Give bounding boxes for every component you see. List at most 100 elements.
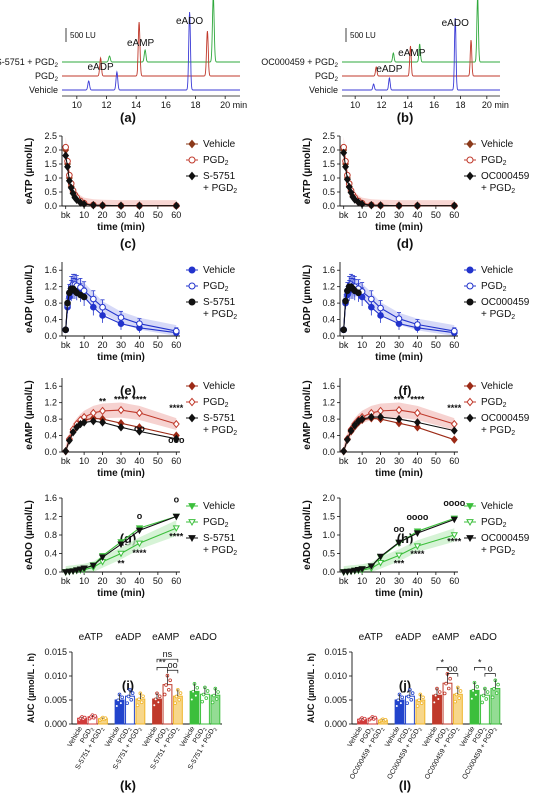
x-tick-label: 20 <box>98 340 108 350</box>
y-tick-label: 1.6 <box>322 381 335 391</box>
x-tick-label: bk <box>61 456 71 466</box>
group-label: eATP <box>79 632 104 643</box>
x-tick-label: 40 <box>412 340 422 350</box>
data-point <box>342 297 349 305</box>
legend-label: Vehicle <box>481 381 514 392</box>
subscript: 2 <box>100 727 107 733</box>
y-tick-label: 2.0 <box>44 145 57 155</box>
data-point <box>188 381 196 391</box>
scatter-point <box>103 716 108 720</box>
x-tick-label: 18 <box>455 100 465 110</box>
significance-bracket <box>167 669 179 674</box>
significance-label: **** <box>169 532 184 542</box>
data-point <box>450 532 458 539</box>
scatter-point <box>157 694 162 699</box>
data-point <box>80 418 88 427</box>
scale-bar-label: 500 LU <box>70 31 96 40</box>
subscript: 2 <box>138 727 145 733</box>
scatter-point <box>405 701 410 705</box>
data-point <box>340 326 347 334</box>
peak-label: eADP <box>376 64 402 75</box>
scatter-point <box>153 697 158 702</box>
data-point <box>395 405 403 415</box>
significance-bracket <box>447 673 459 677</box>
scatter-point <box>191 689 195 694</box>
scatter-point <box>141 694 145 699</box>
data-point <box>188 503 196 511</box>
significance-label: oo <box>168 660 178 670</box>
significance-label: **** <box>132 395 147 405</box>
subscript: 2 <box>225 160 229 167</box>
x-tick-label: 30 <box>116 456 126 466</box>
significance-label: o <box>488 664 493 674</box>
scatter-point <box>457 696 461 700</box>
y-tick-label: 0.0 <box>322 447 335 457</box>
x-tick-label: bk <box>61 210 71 220</box>
y-tick-label: 0.010 <box>44 671 67 681</box>
panel-label: (f) <box>399 383 412 398</box>
data-point <box>367 412 375 422</box>
scatter-point <box>480 700 485 705</box>
data-point <box>466 139 474 149</box>
y-tick-label: 2.5 <box>322 131 335 141</box>
y-tick-label: 0.000 <box>44 719 67 729</box>
scatter-point <box>494 691 499 695</box>
data-point <box>377 412 385 422</box>
x-tick-label: 40 <box>134 210 144 220</box>
subscript: 2 <box>370 727 377 733</box>
subscript: 2 <box>233 188 237 195</box>
y-tick-label: 1.6 <box>44 493 57 503</box>
scatter-point <box>362 716 367 721</box>
x-tick-label: 60 <box>171 576 181 586</box>
subscript: 2 <box>90 727 97 733</box>
subscript: 2 <box>233 430 237 437</box>
trace-label: Vehicle <box>29 85 58 95</box>
data-point <box>188 139 196 149</box>
data-point <box>89 416 97 426</box>
legend-label: PGD2 <box>203 281 229 293</box>
y-tick-label: 1.6 <box>44 265 57 275</box>
data-point <box>65 176 73 185</box>
y-tick-label: 0.0 <box>44 201 57 211</box>
legend-label: Vehicle <box>203 139 236 150</box>
scatter-point <box>442 691 447 696</box>
legend-label: + PGD2 <box>203 425 237 437</box>
x-tick-label: bk <box>339 210 349 220</box>
scatter-point <box>421 695 425 700</box>
subscript: 2 <box>233 550 237 557</box>
panel-label: (c) <box>120 236 136 251</box>
data-point <box>188 171 196 181</box>
subscript: 2 <box>503 402 507 409</box>
x-tick-label: 12 <box>101 100 111 110</box>
data-point <box>172 419 180 429</box>
x-tick-label: 40 <box>134 456 144 466</box>
subscript: 2 <box>334 76 338 83</box>
line-chart-i: 0.0 0.4 0.8 1.2 1.6 bk 10 20 30 40 50 60 time (min) e… <box>24 493 237 599</box>
x-tick-label: 20 <box>376 576 386 586</box>
y-axis-label: eADO (µmol/L) <box>302 500 313 570</box>
data-point <box>395 539 403 547</box>
significance-label: ** <box>99 397 107 407</box>
data-point <box>343 175 351 184</box>
bar-chart-k: 0.000 0.005 0.010 0.015 AUC (µmol/L . h) eATP… <box>26 632 222 771</box>
panel-label: (j) <box>399 678 411 693</box>
subscript: 2 <box>445 727 452 733</box>
text-part: PGD <box>315 71 335 81</box>
scatter-point <box>436 697 441 701</box>
data-point <box>172 513 180 521</box>
y-tick-label: 1.5 <box>322 512 335 522</box>
x-tick-label: 16 <box>161 100 171 110</box>
subscript: 2 <box>418 727 425 733</box>
significance-label: **** <box>447 403 462 413</box>
data-point <box>62 326 69 334</box>
line-chart-g: 0.0 0.4 0.8 1.2 1.6 bk 10 20 30 40 50 60 time (min) e… <box>24 378 237 479</box>
data-point <box>188 413 196 423</box>
scatter-point <box>432 700 437 705</box>
significance-label: **** <box>114 395 129 405</box>
panel-label: (k) <box>120 778 136 793</box>
text-part: PGD <box>481 517 503 528</box>
text-part: + PGD <box>203 309 233 320</box>
scatter-point <box>130 691 135 695</box>
scatter-point <box>119 701 123 705</box>
data-point <box>188 298 196 306</box>
